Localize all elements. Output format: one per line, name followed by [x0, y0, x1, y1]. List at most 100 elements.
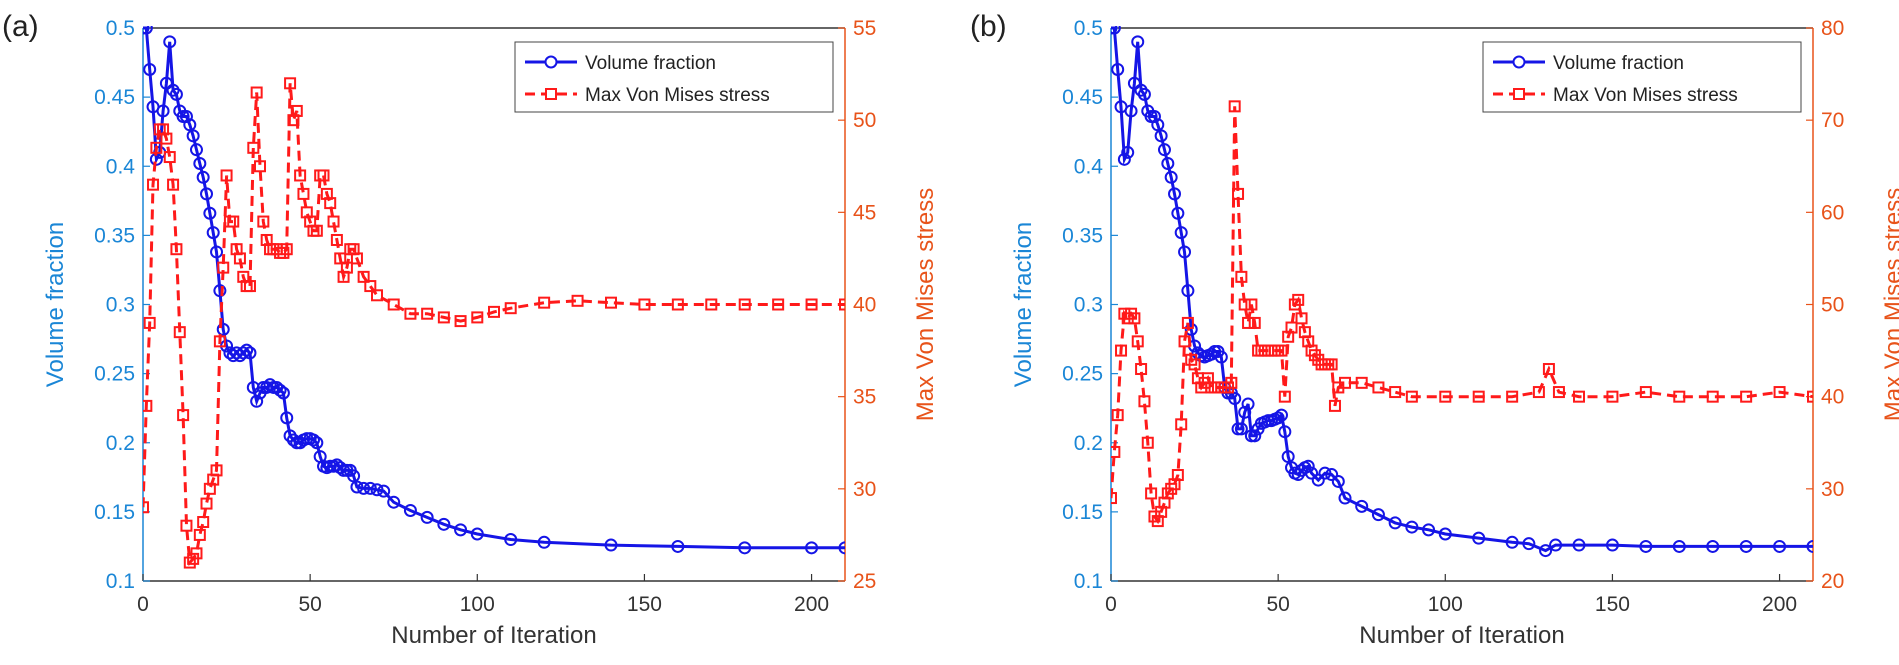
- volume-fraction-point: [1127, 76, 1141, 90]
- stress-point: [280, 243, 293, 256]
- stress-point: [1278, 390, 1291, 403]
- volume-fraction-point: [1505, 535, 1519, 549]
- chart-panel-b: (b) 0 50 100 150 200 0.1 0.15 0.2 0.25 0.3 0.35 0.4 0…: [970, 10, 1899, 649]
- stress-point: [1807, 390, 1813, 403]
- x-tick-label: 200: [794, 593, 829, 616]
- y-right-tick-label: 55: [853, 17, 876, 40]
- legend: Volume fraction Max Von Mises stress: [514, 41, 834, 113]
- stress-point: [437, 311, 450, 324]
- stress-point: [173, 326, 186, 339]
- volume-fraction-point: [306, 433, 320, 447]
- volume-fraction-point: [1305, 466, 1319, 480]
- volume-fraction-point: [1111, 26, 1121, 35]
- volume-fraction-point: [156, 104, 170, 118]
- stress-point: [1178, 335, 1191, 348]
- stress-point: [1506, 390, 1519, 403]
- y-right-tick-label: 50: [853, 109, 876, 132]
- volume-fraction-point: [1111, 26, 1118, 35]
- volume-fraction-point: [738, 541, 752, 555]
- stress-point: [290, 104, 303, 117]
- volume-fraction-point: [470, 527, 484, 541]
- stress-point: [1552, 386, 1565, 399]
- y-right-tick-label: 60: [1821, 201, 1844, 224]
- volume-fraction-point: [1522, 537, 1536, 551]
- stress-point: [250, 86, 263, 99]
- stress-point: [330, 233, 343, 246]
- stress-point: [160, 132, 173, 145]
- volume-fraction-point: [1338, 491, 1352, 505]
- volume-fraction-point: [420, 510, 434, 524]
- volume-fraction-point: [1178, 245, 1192, 259]
- volume-fraction-point: [203, 206, 217, 220]
- stress-point: [605, 296, 617, 309]
- stress-point: [1225, 376, 1238, 389]
- volume-fraction-point: [437, 517, 451, 531]
- y-left-tick-label: 0.15: [1062, 501, 1103, 524]
- stress-point: [170, 243, 183, 256]
- volume-fraction-point: [1331, 474, 1345, 488]
- y-right-tick-label: 50: [1821, 294, 1844, 317]
- stress-point: [147, 178, 160, 191]
- y-left-tick-label: 0.25: [1062, 363, 1103, 386]
- stress-point: [193, 528, 206, 541]
- volume-fraction-point: [1706, 539, 1720, 553]
- x-axis-label: Number of Iteration: [391, 622, 596, 649]
- stress-point: [738, 298, 751, 311]
- volume-fraction-point: [200, 187, 214, 201]
- volume-fraction-point: [350, 480, 364, 494]
- stress-point: [1235, 270, 1248, 283]
- stress-point: [1228, 100, 1241, 113]
- stress-point: [488, 305, 500, 318]
- stress-point: [421, 307, 434, 320]
- stress-point: [1542, 363, 1555, 376]
- volume-fraction-point: [276, 386, 290, 400]
- stress-point: [1439, 390, 1452, 403]
- stress-point: [1242, 316, 1255, 329]
- volume-fraction-point: [1806, 539, 1813, 553]
- stress-point: [1372, 381, 1385, 394]
- stress-point: [1706, 390, 1719, 403]
- stress-point: [1248, 316, 1261, 329]
- volume-fraction-line: [1111, 26, 1813, 553]
- x-tick-label: 100: [460, 593, 495, 616]
- stress-point: [371, 289, 383, 302]
- x-axis-label: Number of Iteration: [1359, 622, 1564, 649]
- y-left-axis-label: Volume fraction: [42, 222, 69, 387]
- stress-point: [317, 169, 330, 182]
- stress-point: [805, 298, 818, 311]
- stress-point: [294, 169, 307, 182]
- volume-fraction-point: [838, 541, 845, 555]
- volume-fraction-point: [189, 143, 203, 157]
- chart-panel-a: (a) 0 50 100 150 200 0.1 0.15 0.2 0.25 0.3 0.35 0.4 0…: [2, 10, 939, 649]
- stress-point: [1295, 312, 1308, 325]
- y-left-tick-label: 0.4: [1074, 155, 1104, 178]
- stress-point: [1245, 298, 1258, 311]
- stress-point: [324, 197, 337, 210]
- volume-fraction-point: [1154, 129, 1168, 143]
- y-right-tick-label: 35: [853, 386, 876, 409]
- volume-fraction-point: [193, 156, 207, 170]
- stress-point: [538, 296, 551, 309]
- stress-series: [1111, 100, 1813, 528]
- stress-point: [1773, 386, 1786, 399]
- stress-point: [277, 246, 290, 259]
- legend-circle-marker: [1512, 55, 1526, 69]
- x-tick-label: 0: [137, 593, 149, 616]
- volume-fraction-series: [1111, 26, 1813, 558]
- stress-point: [772, 298, 785, 311]
- stress-point: [1328, 399, 1341, 412]
- volume-fraction-point: [1121, 145, 1135, 159]
- volume-fraction-point: [1639, 539, 1653, 553]
- stress-point: [454, 315, 467, 328]
- y-right-tick-label: 70: [1821, 109, 1844, 132]
- volume-fraction-point: [387, 495, 401, 509]
- stress-point: [233, 252, 246, 265]
- volume-fraction-point: [1539, 544, 1553, 558]
- y-left-tick-label: 0.35: [94, 224, 135, 247]
- stress-point: [1292, 293, 1305, 306]
- stress-point: [1232, 187, 1245, 200]
- volume-fraction-point: [671, 539, 685, 553]
- volume-fraction-point: [280, 411, 294, 425]
- stress-point: [839, 298, 845, 311]
- volume-fraction-point: [1278, 425, 1292, 439]
